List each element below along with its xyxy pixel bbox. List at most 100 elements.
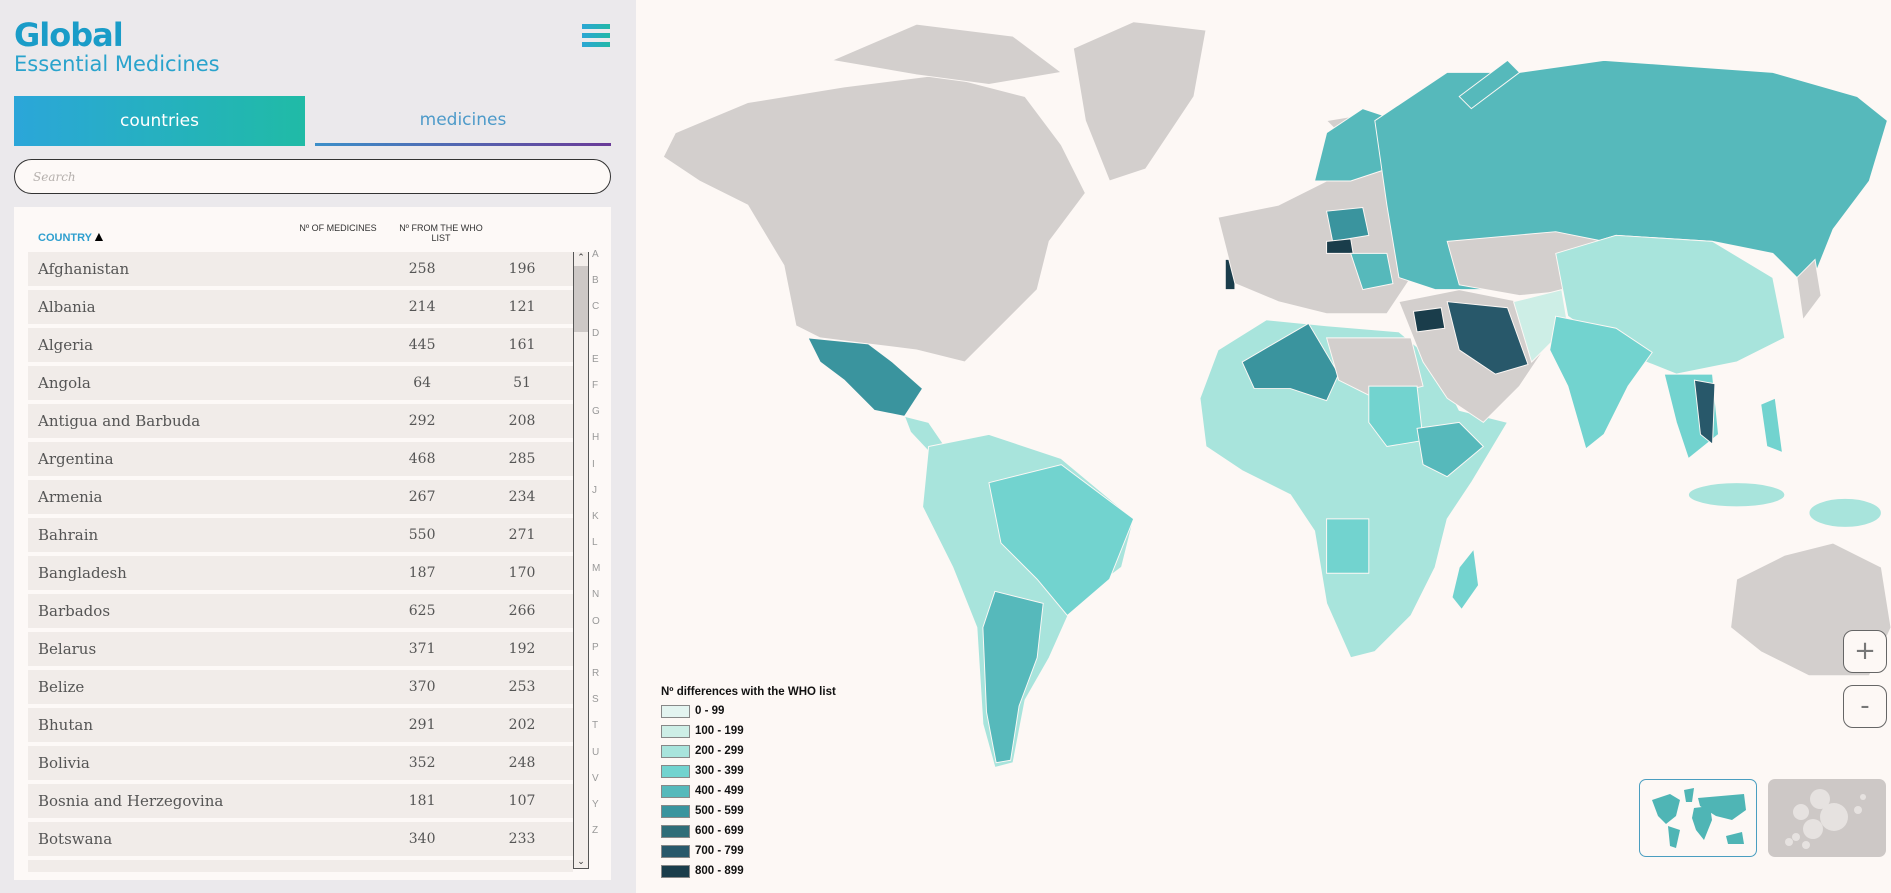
scrollbar-thumb[interactable] xyxy=(574,266,588,332)
medicines-count: 371 xyxy=(408,641,436,657)
scrollbar[interactable]: ⌃ ⌄ xyxy=(573,252,589,869)
tab-countries[interactable]: countries xyxy=(14,96,305,146)
alphabet-letter-I[interactable]: I xyxy=(592,458,595,470)
legend-label: 800 - 899 xyxy=(695,865,744,877)
alphabet-letter-D[interactable]: D xyxy=(592,327,600,339)
legend-label: 400 - 499 xyxy=(695,785,744,797)
country-argentina xyxy=(982,590,1044,764)
country-syria xyxy=(1412,307,1446,333)
alphabet-letter-M[interactable]: M xyxy=(592,563,601,575)
zoom-out-button[interactable]: - xyxy=(1843,685,1887,728)
legend-item: 500 - 599 xyxy=(661,801,836,821)
alphabet-letter-G[interactable]: G xyxy=(592,406,600,418)
legend-label: 200 - 299 xyxy=(695,745,744,757)
column-header-who[interactable]: Nº FROM THE WHO LIST xyxy=(399,223,483,243)
medicines-count: 187 xyxy=(408,565,436,581)
alphabet-letter-E[interactable]: E xyxy=(592,353,599,365)
medicines-count: 214 xyxy=(408,299,436,315)
table-row[interactable]: Argentina 468 285 xyxy=(28,442,573,476)
table-row[interactable]: Afghanistan 258 196 xyxy=(28,252,573,286)
table-row[interactable]: Angola 64 51 xyxy=(28,366,573,400)
menu-icon[interactable] xyxy=(582,24,610,48)
bubble-view-button[interactable] xyxy=(1768,779,1886,857)
column-header-country[interactable]: COUNTRY▲ xyxy=(38,228,106,244)
alphabet-letter-S[interactable]: S xyxy=(592,694,599,706)
table-row[interactable]: Armenia 267 234 xyxy=(28,480,573,514)
bubble-chart-icon xyxy=(1785,789,1866,849)
alphabet-letter-K[interactable]: K xyxy=(592,510,599,522)
alphabet-letter-V[interactable]: V xyxy=(592,772,599,784)
medicines-count: 370 xyxy=(408,679,436,695)
country-name: Barbados xyxy=(38,602,111,620)
legend-title: Nº differences with the WHO list xyxy=(661,686,836,698)
alphabet-letter-O[interactable]: O xyxy=(592,615,600,627)
zoom-in-button[interactable]: + xyxy=(1843,630,1887,673)
sidebar: Global Essential Medicines countries med… xyxy=(0,0,636,893)
table-row[interactable]: Bolivia 352 248 xyxy=(28,746,573,780)
country-name: Algeria xyxy=(38,336,94,354)
medicines-count: 267 xyxy=(408,489,436,505)
table-row[interactable]: Belize 370 253 xyxy=(28,670,573,704)
country-arctic-islands xyxy=(830,23,1063,85)
country-papua xyxy=(1808,497,1882,528)
search-input[interactable] xyxy=(14,159,611,194)
alphabet-letter-Y[interactable]: Y xyxy=(592,798,599,810)
legend-item: 0 - 99 xyxy=(661,701,836,721)
scroll-up-icon[interactable]: ⌃ xyxy=(577,252,585,262)
country-angola xyxy=(1326,518,1370,574)
alphabet-letter-L[interactable]: L xyxy=(592,537,598,549)
legend-item: 600 - 699 xyxy=(661,821,836,841)
country-name: Armenia xyxy=(38,488,103,506)
table-row[interactable]: Botswana 340 233 xyxy=(28,822,573,856)
legend-label: 700 - 799 xyxy=(695,845,744,857)
alphabet-letter-U[interactable]: U xyxy=(592,746,600,758)
alphabet-letter-Z[interactable]: Z xyxy=(592,825,599,837)
sort-ascending-icon: ▲ xyxy=(91,228,106,244)
medicines-count: 291 xyxy=(408,717,436,733)
legend-label: 100 - 199 xyxy=(695,725,744,737)
alphabet-letter-J[interactable]: J xyxy=(592,484,597,496)
world-map-view-button[interactable] xyxy=(1639,779,1757,857)
table-row[interactable]: Barbados 625 266 xyxy=(28,594,573,628)
alphabet-letter-T[interactable]: T xyxy=(592,720,599,732)
scroll-down-icon[interactable]: ⌄ xyxy=(577,856,585,866)
who-count: 192 xyxy=(508,641,536,657)
country-name: Bhutan xyxy=(38,716,93,734)
country-iran xyxy=(1446,301,1529,375)
country-sudan xyxy=(1368,385,1424,448)
alphabet-letter-F[interactable]: F xyxy=(592,379,599,391)
country-name: Bosnia and Herzegovina xyxy=(38,792,224,810)
legend-swatch xyxy=(661,784,690,798)
alphabet-letter-A[interactable]: A xyxy=(592,249,599,260)
column-header-medicines[interactable]: Nº OF MEDICINES xyxy=(299,223,377,233)
table-row[interactable] xyxy=(28,860,573,872)
country-name: Argentina xyxy=(38,450,114,468)
country-table: COUNTRY▲ Nº OF MEDICINES Nº FROM THE WHO… xyxy=(14,207,611,880)
country-canada-usa xyxy=(662,74,1086,363)
legend-label: 0 - 99 xyxy=(695,705,725,717)
legend-item: 700 - 799 xyxy=(661,841,836,861)
country-india xyxy=(1549,315,1653,450)
table-row[interactable]: Algeria 445 161 xyxy=(28,328,573,362)
alphabet-letter-N[interactable]: N xyxy=(592,589,600,601)
country-name: Belarus xyxy=(38,640,97,658)
alphabet-letter-R[interactable]: R xyxy=(592,668,600,679)
table-row[interactable]: Bhutan 291 202 xyxy=(28,708,573,742)
table-row[interactable]: Antigua and Barbuda 292 208 xyxy=(28,404,573,438)
alphabet-letter-C[interactable]: C xyxy=(592,301,600,313)
alphabet-letter-P[interactable]: P xyxy=(592,641,599,653)
legend-swatch xyxy=(661,804,690,818)
legend-item: 300 - 399 xyxy=(661,761,836,781)
country-name: Bangladesh xyxy=(38,564,127,582)
table-row[interactable]: Bangladesh 187 170 xyxy=(28,556,573,590)
alphabet-letter-H[interactable]: H xyxy=(592,432,600,444)
table-row[interactable]: Bahrain 550 271 xyxy=(28,518,573,552)
table-row[interactable]: Bosnia and Herzegovina 181 107 xyxy=(28,784,573,818)
medicines-count: 292 xyxy=(408,413,436,429)
table-row[interactable]: Belarus 371 192 xyxy=(28,632,573,666)
who-count: 170 xyxy=(508,565,536,581)
table-row[interactable]: Albania 214 121 xyxy=(28,290,573,324)
alphabet-letter-B[interactable]: B xyxy=(592,275,599,287)
tab-medicines[interactable]: medicines xyxy=(315,96,611,146)
